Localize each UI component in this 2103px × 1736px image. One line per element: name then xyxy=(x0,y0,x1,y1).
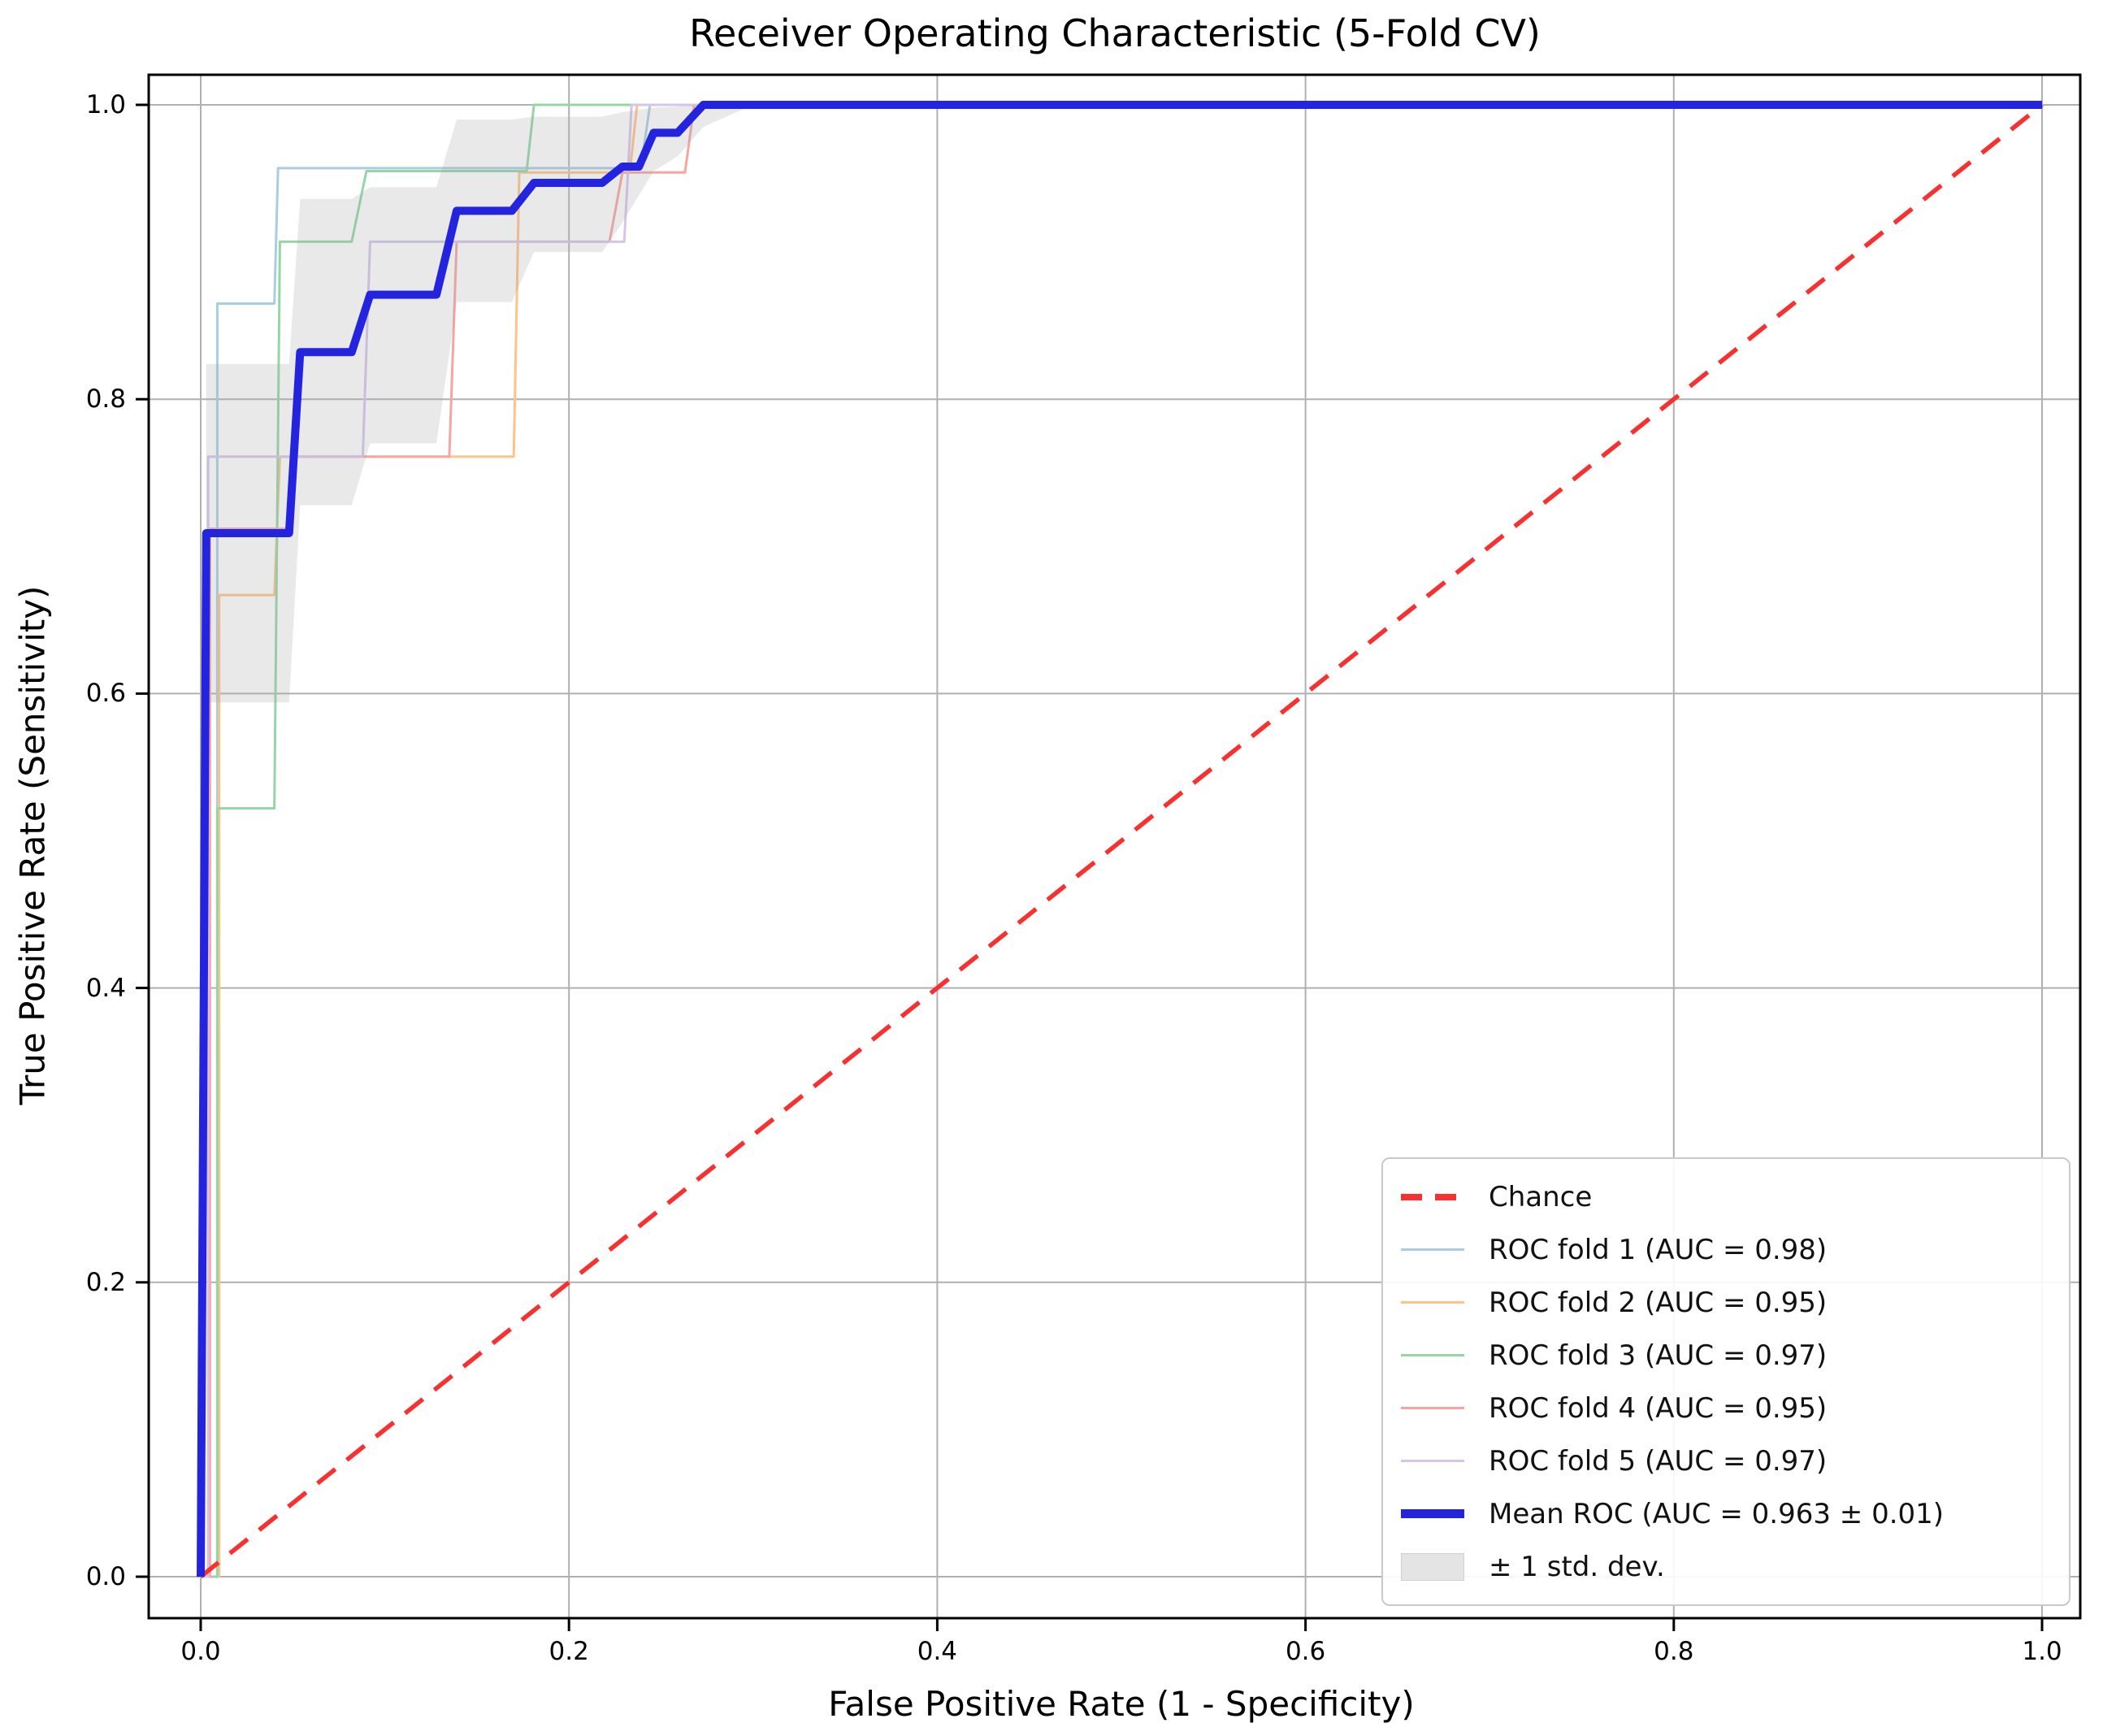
x-tick-label: 0.8 xyxy=(1654,1637,1694,1666)
legend-swatch-roc-fold-3 xyxy=(1401,1354,1464,1356)
legend-label: ROC fold 4 (AUC = 0.95) xyxy=(1489,1391,1828,1425)
legend-swatch-chance-line xyxy=(1401,1193,1464,1200)
roc-fold-3 xyxy=(201,103,2042,1578)
x-tick-label: 0.0 xyxy=(180,1637,221,1666)
legend-entry: ROC fold 4 (AUC = 0.95) xyxy=(1401,1382,2051,1434)
chance-line xyxy=(199,102,2044,1579)
x-tick-label: 0.6 xyxy=(1285,1637,1326,1666)
legend-label: ROC fold 3 (AUC = 0.97) xyxy=(1489,1339,1828,1372)
y-tick-label: 0.6 xyxy=(85,679,126,709)
legend-swatch-std-band xyxy=(1401,1552,1464,1581)
y-tick-label: 1.0 xyxy=(85,90,126,119)
legend-entry: ROC fold 5 (AUC = 0.97) xyxy=(1401,1434,2051,1487)
y-tick-label: 0.0 xyxy=(85,1562,126,1591)
roc-fold-4 xyxy=(201,103,2042,1578)
chart-title: Receiver Operating Characteristic (5-Fol… xyxy=(689,11,1541,55)
legend-swatch-mean-roc xyxy=(1401,1509,1464,1518)
axes-spines xyxy=(147,73,2082,1620)
legend-entry: ROC fold 1 (AUC = 0.98) xyxy=(1401,1223,2051,1276)
y-tick-label: 0.8 xyxy=(85,384,126,414)
roc-fold-5 xyxy=(201,103,2042,1578)
legend: Chance ROC fold 1 (AUC = 0.98) ROC fold 2 … xyxy=(1381,1157,2070,1606)
legend-label: ROC fold 2 (AUC = 0.95) xyxy=(1489,1286,1828,1319)
std-band xyxy=(206,105,753,703)
x-tick-label: 0.4 xyxy=(917,1637,958,1666)
x-tick-label: 0.2 xyxy=(549,1637,589,1666)
legend-swatch-roc-fold-5 xyxy=(1401,1460,1464,1462)
legend-label: ROC fold 5 (AUC = 0.97) xyxy=(1489,1444,1828,1478)
legend-entry: Mean ROC (AUC = 0.963 ± 0.01) xyxy=(1401,1487,2051,1540)
y-tick-label: 0.2 xyxy=(85,1267,126,1297)
legend-swatch-roc-fold-1 xyxy=(1401,1248,1464,1251)
legend-label: ROC fold 1 (AUC = 0.98) xyxy=(1489,1233,1828,1266)
legend-label: Mean ROC (AUC = 0.963 ± 0.01) xyxy=(1489,1497,1945,1530)
y-axis-label: True Positive Rate (Sensitivity) xyxy=(12,585,53,1105)
x-axis-label: False Positive Rate (1 - Specificity) xyxy=(828,1684,1415,1724)
legend-swatch-roc-fold-4 xyxy=(1401,1407,1464,1409)
legend-label: ± 1 std. dev. xyxy=(1489,1550,1665,1583)
legend-swatch-roc-fold-2 xyxy=(1401,1301,1464,1304)
legend-entry: ± 1 std. dev. xyxy=(1401,1540,2051,1593)
legend-entry: ROC fold 2 (AUC = 0.95) xyxy=(1401,1276,2051,1329)
y-tick-label: 0.4 xyxy=(85,973,126,1003)
legend-label: Chance xyxy=(1489,1180,1593,1213)
legend-entry: ROC fold 3 (AUC = 0.97) xyxy=(1401,1329,2051,1382)
mean-roc xyxy=(197,101,2042,1578)
legend-entry: Chance xyxy=(1401,1170,2051,1223)
x-tick-label: 1.0 xyxy=(2022,1637,2062,1666)
